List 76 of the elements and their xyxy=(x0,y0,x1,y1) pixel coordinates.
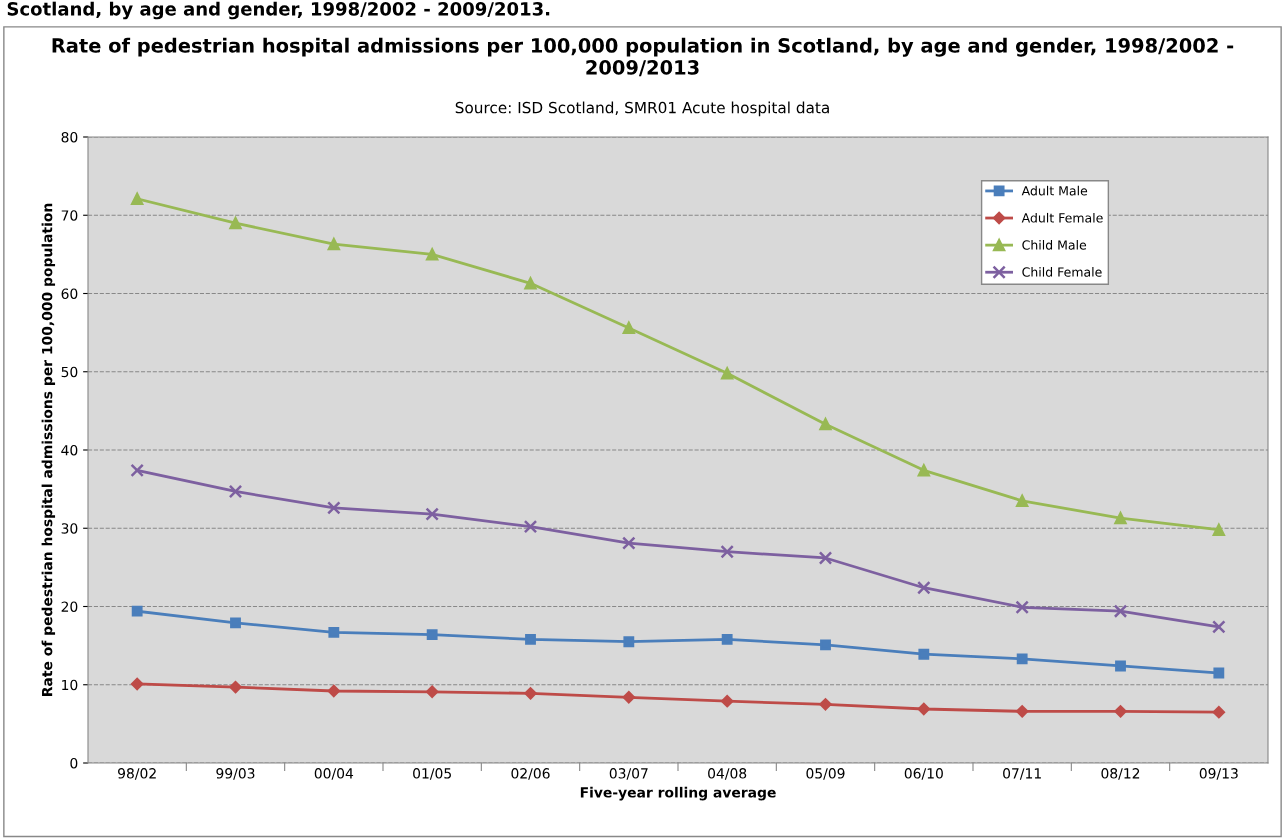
x-tick-label: 00/04 xyxy=(314,768,354,780)
point xyxy=(230,617,241,629)
chart-subtitle: Source: ISD Scotland, SMR01 Acute hospital data xyxy=(455,101,829,117)
point xyxy=(1212,705,1225,719)
y-tick-label: 70 xyxy=(61,210,78,221)
point xyxy=(131,605,143,617)
point xyxy=(525,633,536,645)
x-tick-label: 04/08 xyxy=(708,768,747,780)
point xyxy=(917,580,931,595)
point xyxy=(1016,653,1028,665)
point xyxy=(818,551,833,565)
y-tick-label: 10 xyxy=(62,679,78,691)
point xyxy=(327,501,341,515)
point xyxy=(820,639,831,651)
point xyxy=(721,367,734,380)
point xyxy=(1213,667,1225,679)
x-tick-label: 09/13 xyxy=(1199,768,1238,780)
x-tick-label: 98/02 xyxy=(118,768,156,780)
point xyxy=(130,463,144,478)
point xyxy=(917,702,930,716)
point xyxy=(131,677,144,691)
point xyxy=(426,685,439,698)
point xyxy=(524,687,537,700)
x-tick-label: 06/10 xyxy=(904,768,943,780)
point xyxy=(1212,523,1225,536)
x-tick-label: 01/05 xyxy=(413,768,451,780)
point xyxy=(131,192,144,205)
point xyxy=(1015,600,1029,615)
x-axis-title: Five-year rolling average xyxy=(580,786,776,801)
point xyxy=(622,536,636,550)
y-tick-label: 80 xyxy=(61,131,78,143)
point xyxy=(229,680,242,694)
point xyxy=(622,691,635,704)
x-tick-label: 02/06 xyxy=(511,768,550,780)
point xyxy=(819,698,832,711)
x-tick-label: 03/07 xyxy=(609,768,648,780)
x-tick-label: 05/09 xyxy=(806,768,845,780)
legend-label: Adult Female xyxy=(1021,212,1103,223)
point xyxy=(328,626,340,638)
legend-label: Child Male xyxy=(1022,240,1087,250)
point xyxy=(721,695,734,708)
y-tick-label: 20 xyxy=(61,601,78,612)
point xyxy=(1016,494,1029,507)
point xyxy=(622,321,635,335)
y-tick-label: 30 xyxy=(61,523,78,534)
x-tick-label: 99/03 xyxy=(216,768,255,780)
point xyxy=(228,484,243,499)
y-tick-label: 40 xyxy=(61,444,78,456)
text: Scotland, by age and gender, 1998/2002 - 2009/2013. xyxy=(7,1,550,20)
point xyxy=(917,464,930,477)
point xyxy=(918,648,930,660)
point xyxy=(425,507,439,521)
y-tick-label: 0 xyxy=(70,757,78,769)
point xyxy=(426,629,438,641)
legend-label: Child Female xyxy=(1022,267,1102,277)
point xyxy=(523,519,538,534)
y-axis-title: Rate of pedestrian hospital admissions per 100,000 population xyxy=(41,203,56,696)
point xyxy=(1114,705,1127,718)
point xyxy=(1212,620,1226,634)
point xyxy=(721,633,733,645)
chart-title: Rate of pedestrian hospital admissions per 100,000 population in Scotland, by age and gender, 1998/2002 - 2009/2013 xyxy=(52,37,1234,77)
point xyxy=(1016,705,1029,718)
point xyxy=(623,636,635,648)
point xyxy=(524,277,537,290)
y-tick-label: 50 xyxy=(61,366,78,378)
point xyxy=(1115,660,1126,672)
point xyxy=(1114,511,1127,525)
x-tick-label: 07/11 xyxy=(1003,768,1041,780)
point xyxy=(229,216,242,230)
x-tick-label: 08/12 xyxy=(1101,768,1140,780)
point xyxy=(426,248,439,261)
point xyxy=(1113,604,1128,618)
point xyxy=(720,544,734,559)
legend-label: Adult Male xyxy=(1021,185,1088,196)
y-tick-label: 60 xyxy=(61,288,78,299)
point xyxy=(327,684,340,698)
